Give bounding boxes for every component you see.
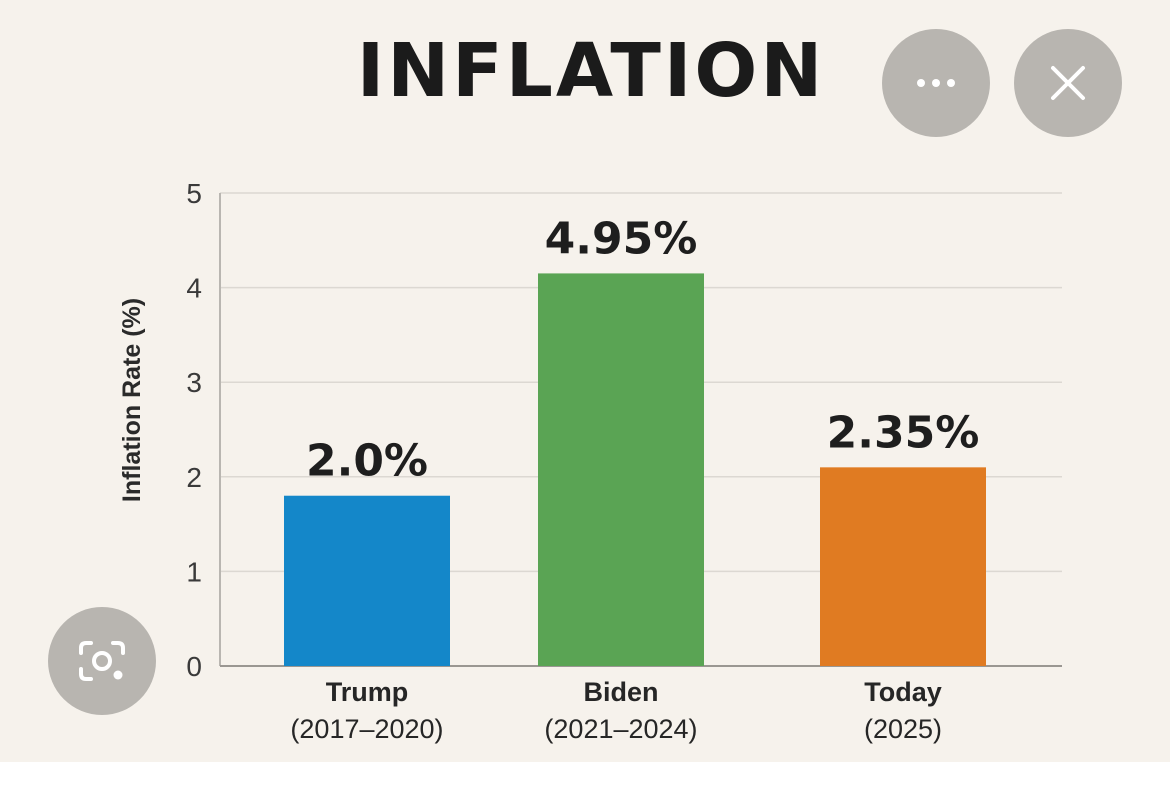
x-category-label: Trump xyxy=(326,677,409,707)
more-horizontal-icon xyxy=(917,79,955,87)
image-viewer: INFLATION Inflation Rate (%) 0 1 2 3 4 5 2.0%… xyxy=(0,0,1170,762)
camera-search-icon xyxy=(79,641,125,681)
bar-value-label: 4.95% xyxy=(545,213,698,264)
bar-value-label: 2.35% xyxy=(827,407,980,458)
y-tick-label: 2 xyxy=(186,462,202,493)
x-category-label: Today xyxy=(864,677,942,707)
y-tick-label: 3 xyxy=(186,367,202,398)
x-category-period: (2025) xyxy=(864,714,942,744)
bar-trump xyxy=(284,495,450,666)
y-axis-title: Inflation Rate (%) xyxy=(118,298,146,502)
x-category-period: (2017–2020) xyxy=(290,714,443,744)
visual-search-button[interactable] xyxy=(48,607,156,715)
close-icon xyxy=(1051,66,1085,100)
x-category-label: Biden xyxy=(583,677,658,707)
bar-biden xyxy=(538,273,704,666)
chart-title: INFLATION xyxy=(356,28,826,114)
y-tick-label: 1 xyxy=(186,556,202,587)
y-tick-label: 4 xyxy=(186,273,202,304)
close-button[interactable] xyxy=(1014,29,1122,137)
y-tick-label: 5 xyxy=(186,178,202,209)
x-category-period: (2021–2024) xyxy=(544,714,697,744)
bar-value-label: 2.0% xyxy=(306,436,428,487)
bar-today xyxy=(820,467,986,666)
y-tick-label: 0 xyxy=(186,651,202,682)
more-options-button[interactable] xyxy=(882,29,990,137)
bar-chart: Inflation Rate (%) 0 1 2 3 4 5 2.0% Trump (2017… xyxy=(118,178,1062,744)
